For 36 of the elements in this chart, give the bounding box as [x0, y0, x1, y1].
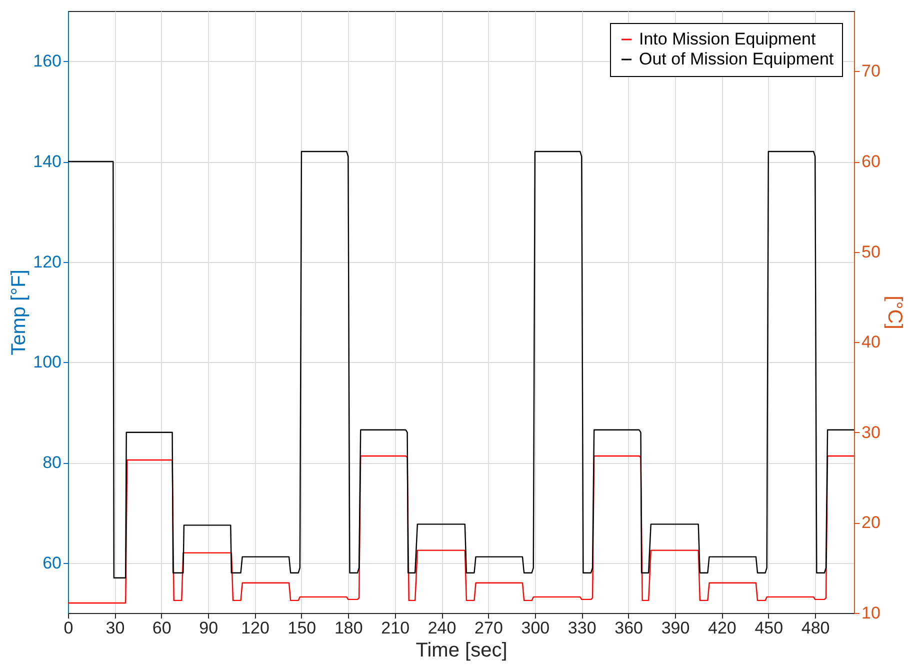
x-tick-label: 150	[288, 618, 316, 638]
x-tick-label: 480	[801, 618, 830, 638]
y-tick-label: 120	[33, 252, 62, 272]
y-tick-label: 60	[42, 553, 62, 572]
x-tick-label: 120	[241, 618, 270, 638]
y2-tick-label: 10	[862, 604, 880, 622]
y2-tick-label: 20	[862, 513, 880, 532]
x-tick-label: 180	[334, 618, 363, 638]
legend-label: Out of Mission Equipment	[639, 50, 834, 68]
y-tick-label: 140	[33, 152, 62, 171]
x-tick-label: 330	[568, 618, 596, 638]
x-axis-title: Time [sec]	[416, 640, 508, 662]
x-tick-label: 390	[661, 618, 690, 638]
y-tick-label: 160	[33, 52, 62, 71]
x-tick-label: 240	[428, 618, 456, 638]
y2-tick-label: 70	[862, 62, 880, 81]
y-tick-label: 100	[33, 352, 62, 372]
y-axis-title: Temp [°F]	[8, 270, 30, 356]
legend-label: Into Mission Equipment	[639, 30, 816, 48]
y2-axis-title: [°C]	[883, 296, 906, 330]
x-tick-label: 0	[64, 618, 74, 638]
x-tick-label: 450	[754, 618, 784, 638]
x-tick-label: 90	[199, 618, 218, 638]
x-tick-label: 60	[152, 618, 172, 638]
x-tick-label: 420	[708, 618, 736, 638]
y-tick-label: 80	[42, 453, 62, 472]
x-tick-label: 360	[614, 618, 644, 638]
y2-tick-label: 30	[862, 422, 880, 442]
line-series	[67, 150, 855, 578]
y2-tick-label: 60	[862, 152, 880, 172]
y2-tick-label: 50	[862, 242, 880, 262]
x-tick-label: 270	[474, 618, 503, 638]
x-tick-label: 30	[106, 618, 125, 638]
y2-tick-label: 40	[862, 332, 880, 352]
x-tick-label: 210	[381, 618, 410, 638]
x-tick-label: 300	[521, 618, 550, 638]
